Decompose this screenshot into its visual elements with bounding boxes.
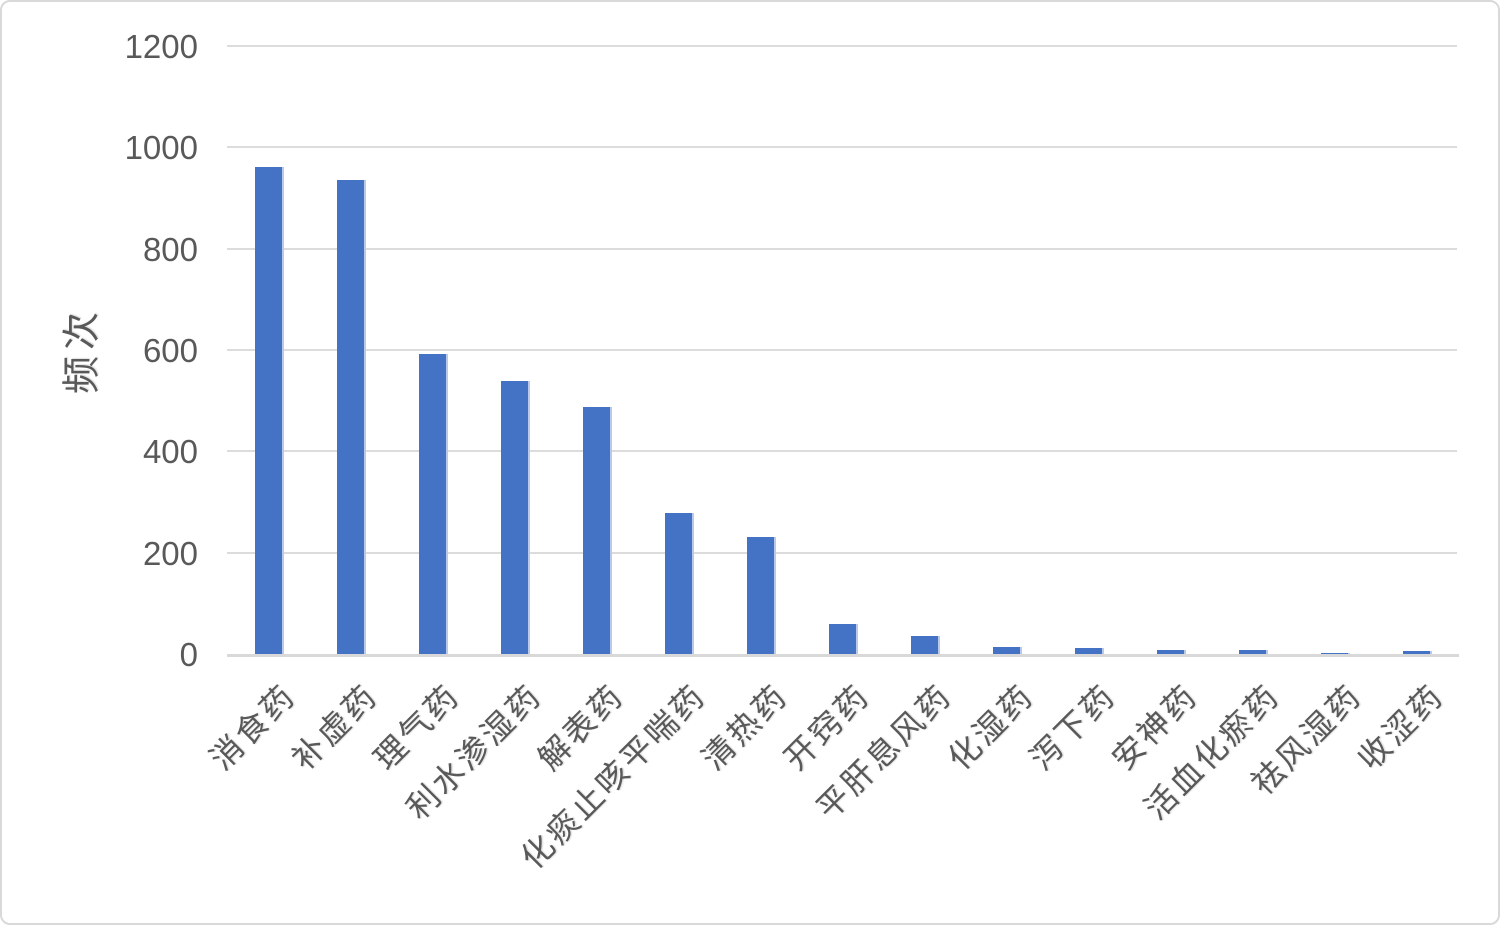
x-axis-label: 化湿药 (940, 676, 1042, 778)
bar-解表药 (583, 407, 612, 654)
y-tick-label: 800 (142, 230, 198, 268)
bar-泻下药 (1075, 648, 1104, 654)
gridline (227, 349, 1457, 351)
bar-理气药 (419, 354, 448, 654)
x-axis-label: 清热药 (694, 676, 796, 778)
bar-开窍药 (829, 624, 858, 654)
x-axis-line (227, 654, 1459, 657)
y-tick-label: 1200 (124, 28, 198, 65)
gridline (227, 146, 1457, 149)
x-axis-label: 补虚药 (284, 676, 386, 778)
bar-化湿药 (993, 647, 1022, 654)
bar-化痰止咳平喘药 (665, 513, 694, 654)
y-tick-label: 600 (142, 332, 198, 369)
y-tick-label: 200 (142, 534, 198, 572)
x-axis-label: 泻下药 (1022, 676, 1124, 778)
gridline (227, 551, 1457, 554)
bar-平肝息风药 (911, 636, 940, 654)
gridline (227, 45, 1457, 47)
gridline (227, 247, 1457, 250)
y-tick-label: 0 (179, 636, 198, 673)
bar-收涩药 (1403, 651, 1432, 654)
x-axis-label: 收涩药 (1350, 676, 1452, 778)
bar-消食药 (255, 167, 284, 654)
bar-祛风湿药 (1321, 653, 1350, 654)
x-axis-label: 消食药 (202, 676, 304, 778)
bar-清热药 (747, 537, 776, 654)
bar-利水渗湿药 (501, 381, 530, 654)
bar-补虚药 (337, 180, 366, 654)
gridline (227, 450, 1457, 453)
y-tick-label: 1000 (124, 129, 198, 167)
y-tick-label: 400 (142, 433, 198, 471)
bar-活血化瘀药 (1239, 650, 1268, 654)
bar-安神药 (1157, 650, 1186, 654)
